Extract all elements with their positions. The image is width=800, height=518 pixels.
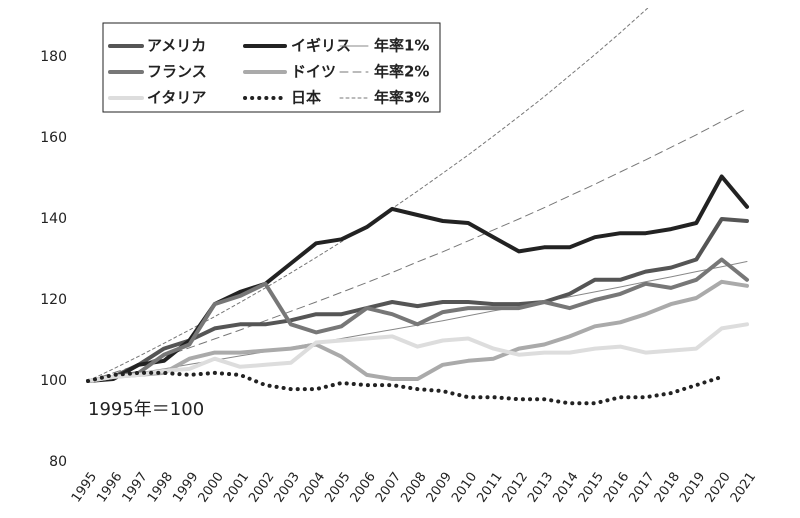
x-tick-label: 1995 — [69, 470, 100, 506]
y-tick-label: 80 — [49, 454, 67, 470]
legend-label: イギリス — [291, 37, 351, 55]
series-line — [87, 107, 748, 382]
legend-label: アメリカ — [147, 37, 206, 55]
series-line — [86, 279, 749, 383]
annotation: 1995年＝100 — [88, 399, 204, 420]
series-line — [86, 370, 724, 406]
plot-area — [86, 8, 749, 406]
legend-label: 日本 — [291, 89, 321, 107]
legend-label: フランス — [147, 63, 207, 81]
x-tick-label: 2000 — [196, 470, 227, 506]
legend-label: イタリア — [147, 89, 206, 107]
x-tick-label: 2007 — [373, 470, 404, 506]
x-tick-label: 1997 — [120, 470, 151, 506]
x-tick-label: 2015 — [576, 470, 607, 506]
x-tick-label: 2008 — [398, 470, 429, 506]
x-tick-label: 2016 — [601, 470, 632, 506]
x-tick-label: 2020 — [703, 470, 734, 506]
legend-label: 年率3% — [374, 89, 429, 107]
x-tick-label: 1999 — [170, 470, 201, 506]
x-tick-label: 2006 — [348, 470, 379, 506]
x-tick-label: 1998 — [145, 470, 176, 506]
x-tick-label: 2012 — [500, 470, 531, 506]
x-tick-label: 2013 — [525, 470, 556, 506]
x-tick-label: 1996 — [94, 470, 125, 506]
x-tick-label: 2021 — [728, 470, 759, 506]
series-line — [86, 257, 749, 383]
x-tick-label: 2003 — [272, 470, 303, 506]
y-tick-label: 160 — [40, 130, 67, 146]
x-tick-label: 2011 — [474, 470, 505, 506]
x-tick-label: 2004 — [297, 470, 328, 506]
y-tick-label: 120 — [40, 292, 67, 308]
y-tick-label: 140 — [40, 211, 67, 227]
series-line — [86, 174, 749, 383]
legend-box — [102, 22, 441, 113]
legend-label: 年率2% — [374, 63, 429, 81]
x-tick-label: 2010 — [449, 470, 480, 506]
series-line — [87, 261, 748, 382]
x-tick-label: 2002 — [246, 470, 277, 506]
x-tick-label: 2017 — [626, 470, 657, 506]
x-tick-label: 2009 — [424, 470, 455, 506]
series-line — [86, 322, 749, 383]
legend-label: 年率1% — [374, 37, 429, 55]
series-line — [86, 217, 749, 383]
y-tick-label: 100 — [40, 373, 67, 389]
x-tick-label: 2019 — [677, 470, 708, 506]
legend-label: ドイツ — [291, 63, 336, 81]
x-tick-label: 2005 — [322, 470, 353, 506]
x-tick-label: 2018 — [652, 470, 683, 506]
y-tick-label: 180 — [40, 49, 67, 65]
x-tick-label: 2014 — [550, 470, 581, 506]
x-tick-label: 2001 — [221, 470, 252, 506]
